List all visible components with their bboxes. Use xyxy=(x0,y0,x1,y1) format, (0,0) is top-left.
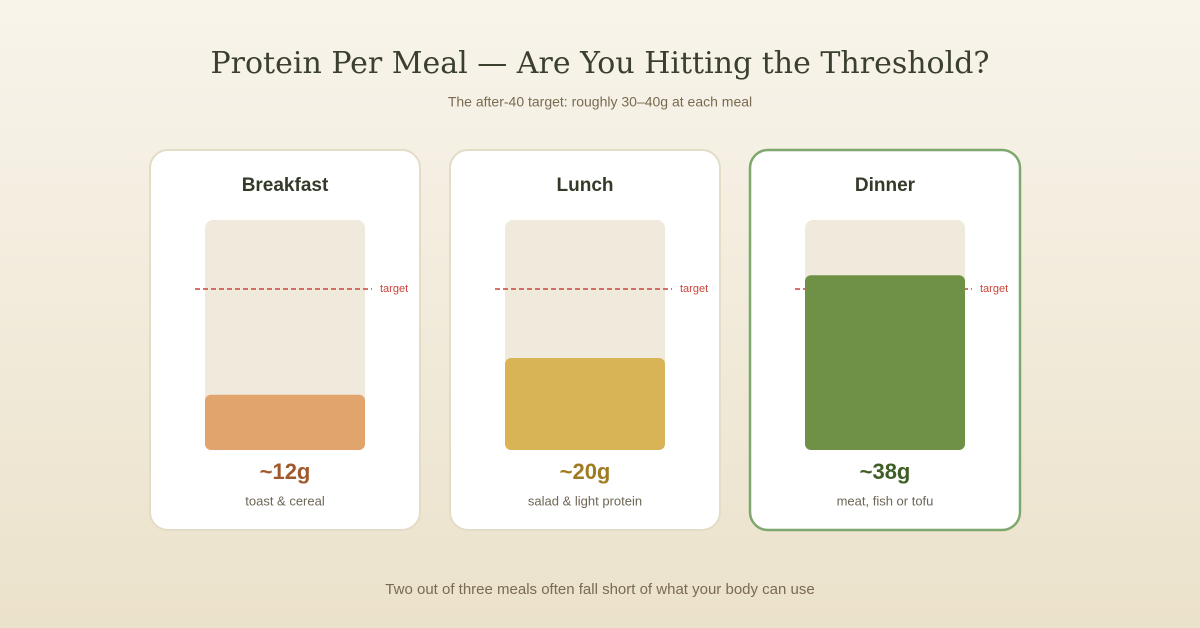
card-title: Breakfast xyxy=(242,175,329,196)
description: toast & cereal xyxy=(245,493,325,508)
target-label: target xyxy=(980,283,1008,295)
chart-title: Protein Per Meal — Are You Hitting the T… xyxy=(210,46,989,81)
value-label: ~38g xyxy=(860,459,911,484)
bar xyxy=(805,275,965,450)
card-title: Lunch xyxy=(557,175,614,196)
value-label: ~20g xyxy=(560,459,611,484)
bar-track xyxy=(205,220,365,450)
card-title: Dinner xyxy=(855,175,916,196)
bar xyxy=(205,394,365,450)
description: meat, fish or tofu xyxy=(837,493,934,508)
description: salad & light protein xyxy=(528,493,642,508)
chart-subtitle: The after-40 target: roughly 30–40g at e… xyxy=(448,94,752,110)
value-label: ~12g xyxy=(260,459,311,484)
target-label: target xyxy=(380,283,408,295)
target-label: target xyxy=(680,283,708,295)
footnote: Two out of three meals often fall short … xyxy=(385,581,814,598)
bar xyxy=(505,358,665,450)
